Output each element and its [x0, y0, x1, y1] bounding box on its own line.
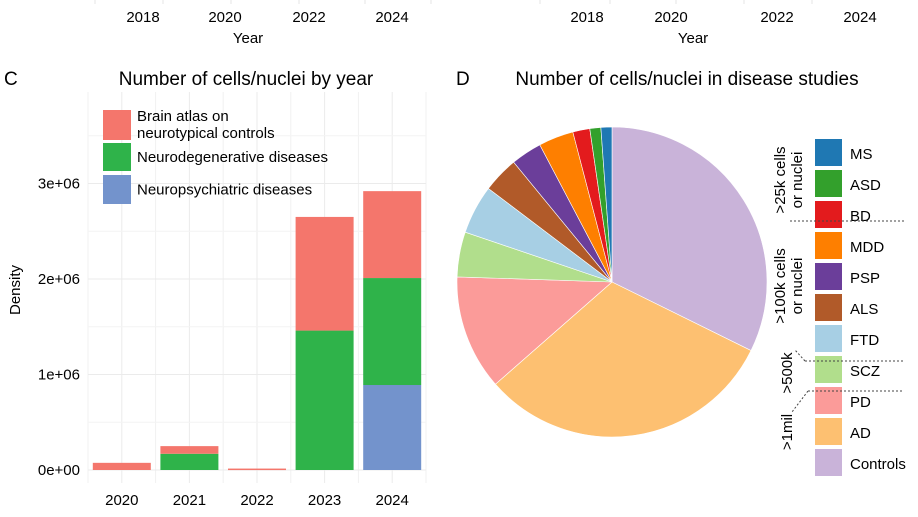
- top-left-tick: 2020: [208, 9, 241, 26]
- panel-d-letter: D: [456, 69, 470, 90]
- bar-chart-bars: [92, 191, 422, 471]
- top-left-xlabel: Year: [233, 30, 263, 47]
- top-right-tick: 2020: [654, 9, 687, 26]
- bar-x-tick-label: 2022: [240, 492, 273, 509]
- legend-label: MDD: [850, 239, 884, 256]
- bar-y-tick-label: 3e+06: [38, 176, 80, 193]
- legend-label: PD: [850, 394, 871, 411]
- legend-swatch: [815, 139, 842, 166]
- legend-swatch: [815, 263, 842, 290]
- top-left-tick: 2018: [126, 9, 159, 26]
- bar-chart-ylabel: Density: [7, 264, 24, 315]
- top-left-tick: 2024: [375, 9, 408, 26]
- legend-swatch: [815, 170, 842, 197]
- top-right-tick: 2024: [843, 9, 876, 26]
- legend-label: SCZ: [850, 363, 880, 380]
- legend-swatch: [103, 143, 131, 171]
- top-right-tick: 2018: [570, 9, 603, 26]
- pie-slice: [495, 281, 752, 438]
- bar-segment: [295, 216, 354, 331]
- bar-chart-x-ticks: 2020 2021 2022 2023 2024: [105, 492, 409, 509]
- bar-x-tick-label: 2023: [308, 492, 341, 509]
- panel-c-letter: C: [4, 69, 18, 90]
- legend-label: ASD: [850, 177, 881, 194]
- bar-segment: [363, 191, 422, 279]
- legend-swatch: [815, 201, 842, 228]
- bar-segment: [228, 468, 286, 471]
- pie-slice: [456, 276, 613, 385]
- bar-segment: [295, 330, 354, 470]
- pie-chart-slices: [456, 126, 768, 438]
- legend-label: BD: [850, 208, 871, 225]
- group-label: >500k: [779, 352, 796, 394]
- legend-label: FTD: [850, 332, 879, 349]
- bar-x-tick-label: 2024: [376, 492, 409, 509]
- top-right-tick: 2022: [760, 9, 793, 26]
- bar-chart-y-ticks: 0e+00 1e+06 2e+06 3e+06: [38, 176, 80, 480]
- group-separator: [794, 349, 806, 362]
- group-label: >25k cells: [772, 146, 789, 213]
- legend-label: neurotypical controls: [137, 125, 275, 142]
- bar-y-tick-label: 0e+00: [38, 462, 80, 479]
- group-label: or nuclei: [789, 258, 806, 315]
- legend-label: Neurodegenerative diseases: [137, 149, 328, 166]
- pie-slice: [611, 126, 768, 351]
- legend-swatch: [103, 110, 131, 140]
- bar-y-tick-label: 2e+06: [38, 271, 80, 288]
- bar-segment: [363, 278, 422, 386]
- legend-label: PSP: [850, 270, 880, 287]
- legend-label: MS: [850, 146, 873, 163]
- pie-legend-groups: >25k cells or nuclei>100k cells or nuclei>…: [772, 146, 904, 450]
- bar-segment: [160, 446, 219, 454]
- legend-label: Controls: [850, 456, 906, 473]
- legend-swatch: [815, 356, 842, 383]
- legend-swatch: [815, 294, 842, 321]
- bar-x-tick-label: 2021: [173, 492, 206, 509]
- legend-label: Neuropsychiatric diseases: [137, 182, 312, 199]
- top-right-xlabel: Year: [678, 30, 708, 47]
- pie-slice: [600, 126, 613, 283]
- legend-swatch: [815, 325, 842, 352]
- bar-chart-title: Number of cells/nuclei by year: [119, 69, 374, 90]
- bar-x-tick-label: 2020: [105, 492, 138, 509]
- bar-segment: [363, 385, 422, 470]
- top-strip-right: 2018 2020 2022 2024 Year: [539, 0, 877, 47]
- bar-segment: [160, 453, 219, 470]
- bar-segment: [92, 462, 151, 470]
- group-separator: [791, 390, 809, 413]
- legend-label: Brain atlas on: [137, 108, 229, 125]
- legend-swatch: [815, 232, 842, 259]
- legend-swatch: [815, 449, 842, 476]
- group-label: or nuclei: [789, 152, 806, 209]
- group-label: >100k cells: [772, 248, 789, 323]
- legend-label: ALS: [850, 301, 878, 318]
- legend-label: AD: [850, 425, 871, 442]
- top-left-tick: 2022: [292, 9, 325, 26]
- pie-chart-title: Number of cells/nuclei in disease studie…: [515, 69, 858, 90]
- legend-swatch: [815, 418, 842, 445]
- top-strip-left: 2018 2020 2022 2024 Year: [94, 0, 432, 47]
- pie-chart-legend: MS ASD BD MDD PSP ALS FTD SCZ PD AD Controls: [815, 139, 906, 476]
- group-label: >1mil: [779, 414, 796, 450]
- bar-y-tick-label: 1e+06: [38, 367, 80, 384]
- legend-swatch: [103, 175, 131, 204]
